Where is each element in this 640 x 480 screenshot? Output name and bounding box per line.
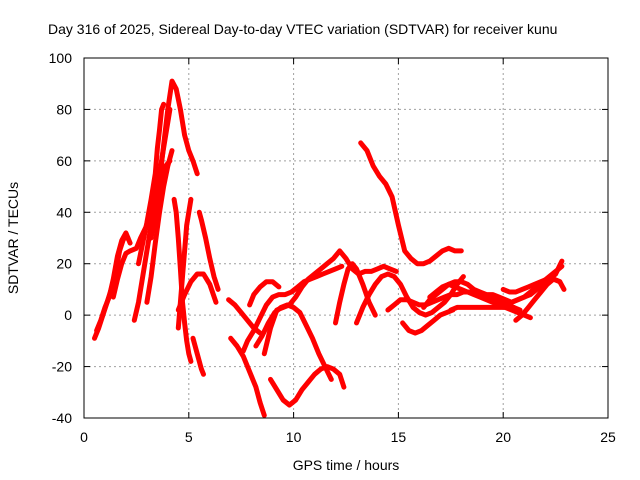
series-trace-arc-16 bbox=[247, 279, 282, 308]
y-axis-title: SDTVAR / TECUs bbox=[5, 182, 21, 294]
series-trace-arc-29 bbox=[509, 258, 565, 305]
series-trace-arc-19 bbox=[261, 248, 399, 357]
x-tick-label: 5 bbox=[185, 429, 193, 445]
x-tick-label: 0 bbox=[80, 429, 88, 445]
y-tick-label: 60 bbox=[56, 153, 72, 169]
y-tick-label: 40 bbox=[56, 204, 72, 220]
series-trace-arc-11 bbox=[196, 209, 221, 292]
series-trace-arc-10 bbox=[175, 271, 219, 313]
x-tick-label: 20 bbox=[495, 429, 511, 445]
y-tick-label: 0 bbox=[64, 307, 72, 323]
series-trace-arc-22 bbox=[358, 140, 464, 267]
y-tick-label: -20 bbox=[52, 359, 72, 375]
series-trace-arc-14 bbox=[228, 335, 267, 418]
series-trace-arc-17 bbox=[253, 302, 334, 382]
x-tick-label: 25 bbox=[600, 429, 616, 445]
axis-ticks: 0 5 10 15 20 25 -40 -20 0 20 40 60 80 100 bbox=[49, 50, 616, 445]
series-trace-arc-23 bbox=[385, 289, 523, 313]
y-tick-label: 20 bbox=[56, 256, 72, 272]
y-tick-label: 100 bbox=[49, 50, 73, 66]
x-axis-title: GPS time / hours bbox=[293, 457, 400, 473]
x-tick-label: 10 bbox=[286, 429, 302, 445]
series-trace-arc-26 bbox=[427, 281, 533, 321]
x-tick-label: 15 bbox=[391, 429, 407, 445]
series-trace-arc-07 bbox=[148, 78, 200, 241]
data-traces bbox=[92, 78, 567, 418]
plot-frame bbox=[83, 57, 609, 419]
series-trace-arc-15 bbox=[240, 263, 345, 354]
chart-title: Day 316 of 2025, Sidereal Day-to-day VTE… bbox=[48, 21, 557, 37]
series-trace-arc-24 bbox=[400, 307, 456, 336]
y-tick-label: -40 bbox=[52, 410, 72, 426]
series-trace-arc-18 bbox=[268, 364, 347, 408]
series-trace-arc-05 bbox=[136, 101, 167, 267]
series-trace-arc-30 bbox=[513, 276, 567, 323]
y-tick-label: 80 bbox=[56, 101, 72, 117]
series-trace-arc-06 bbox=[144, 148, 175, 305]
series-trace-arc-27 bbox=[448, 304, 517, 313]
series-trace-arc-12 bbox=[190, 335, 206, 377]
series-trace-arc-02 bbox=[94, 230, 133, 334]
